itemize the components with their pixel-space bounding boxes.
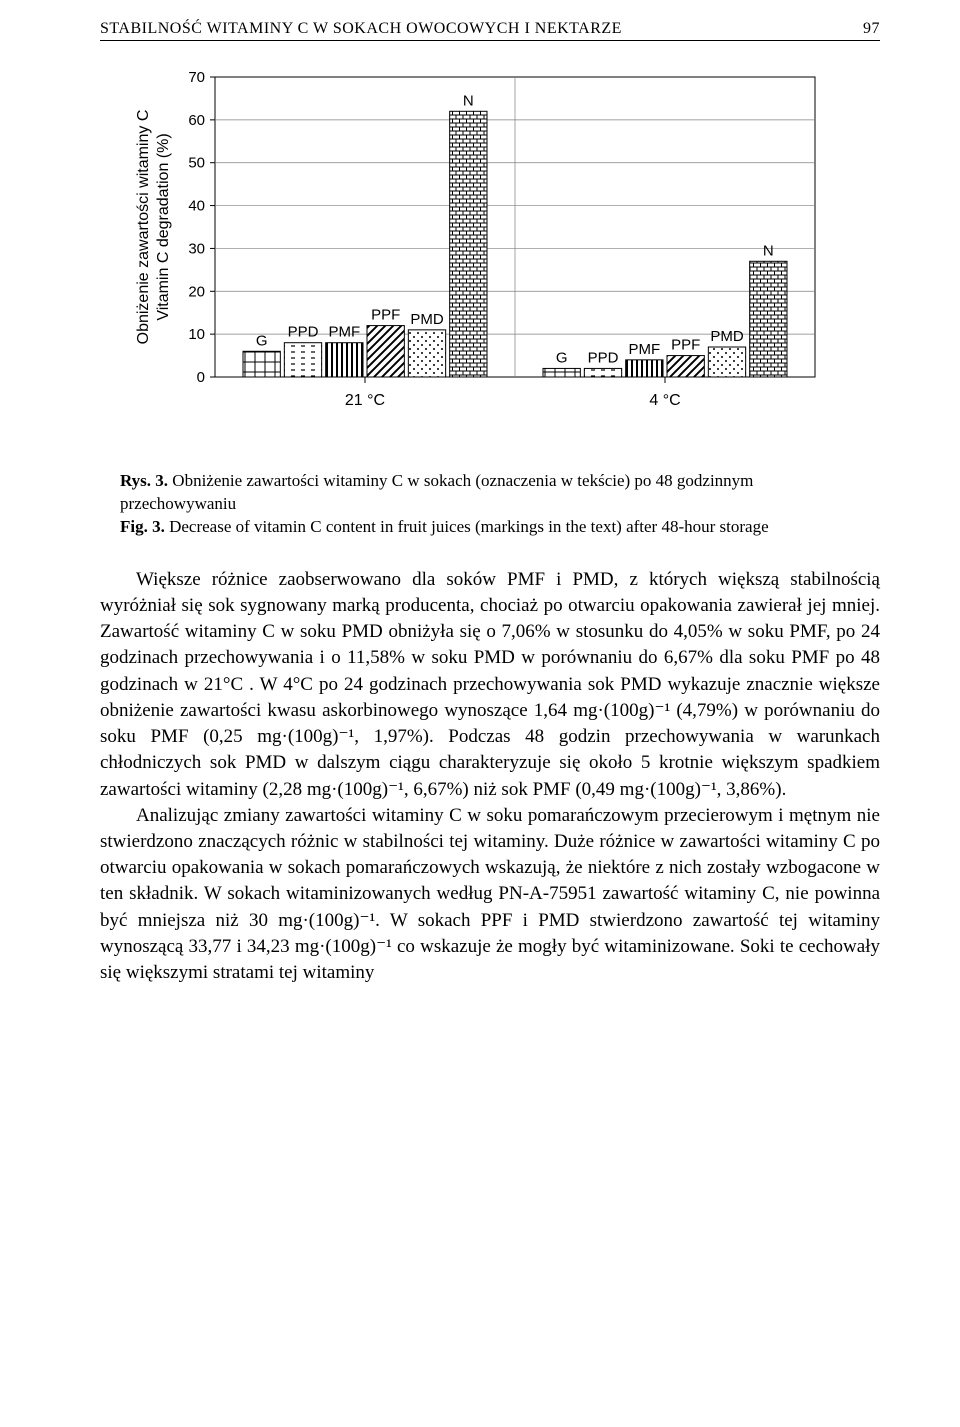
caption-pl-text: Obniżenie zawartości witaminy C w sokach… [120, 471, 753, 513]
svg-text:PMF: PMF [328, 324, 360, 341]
svg-text:PPD: PPD [288, 324, 319, 341]
svg-text:70: 70 [188, 69, 205, 86]
svg-text:PMF: PMF [628, 341, 660, 358]
svg-text:21 °C: 21 °C [345, 392, 385, 409]
svg-text:40: 40 [188, 198, 205, 215]
svg-text:Obniżenie zawartości witaminy: Obniżenie zawartości witaminy C [135, 110, 152, 345]
svg-text:20: 20 [188, 283, 205, 300]
caption-en-text: Decrease of vitamin C content in fruit j… [165, 517, 769, 536]
runhead-title: STABILNOŚĆ WITAMINY C W SOKACH OWOCOWYCH… [100, 20, 622, 38]
svg-text:G: G [556, 349, 568, 366]
svg-text:0: 0 [197, 369, 205, 386]
svg-text:PPF: PPF [671, 337, 700, 354]
svg-text:PMD: PMD [710, 328, 744, 345]
paragraph-1: Większe różnice zaobserwowano dla soków … [100, 567, 880, 803]
svg-text:50: 50 [188, 155, 205, 172]
svg-text:Vitamin C degradation (%): Vitamin C degradation (%) [155, 133, 172, 320]
svg-text:60: 60 [188, 112, 205, 129]
caption-en: Fig. 3. Decrease of vitamin C content in… [120, 516, 860, 539]
figure-caption: Rys. 3. Obniżenie zawartości witaminy C … [120, 470, 860, 539]
svg-text:PPF: PPF [371, 307, 400, 324]
svg-text:PMD: PMD [410, 311, 444, 328]
running-head: STABILNOŚĆ WITAMINY C W SOKACH OWOCOWYCH… [100, 20, 880, 41]
svg-text:N: N [463, 92, 474, 109]
svg-text:PPD: PPD [588, 349, 619, 366]
svg-text:N: N [763, 242, 774, 259]
runhead-pagenum: 97 [863, 20, 880, 38]
svg-text:G: G [256, 332, 268, 349]
paragraph-2: Analizując zmiany zawartości witaminy C … [100, 803, 880, 987]
caption-pl-prefix: Rys. 3. [120, 471, 168, 490]
svg-text:30: 30 [188, 240, 205, 257]
caption-en-prefix: Fig. 3. [120, 517, 165, 536]
svg-text:10: 10 [188, 326, 205, 343]
body-text: Większe różnice zaobserwowano dla soków … [100, 567, 880, 987]
bar-chart: 0 10 20 30 40 50 60 70 Obniżenie zawartości wita… [120, 67, 860, 452]
svg-text:4 °C: 4 °C [649, 392, 680, 409]
caption-pl: Rys. 3. Obniżenie zawartości witaminy C … [120, 470, 860, 516]
